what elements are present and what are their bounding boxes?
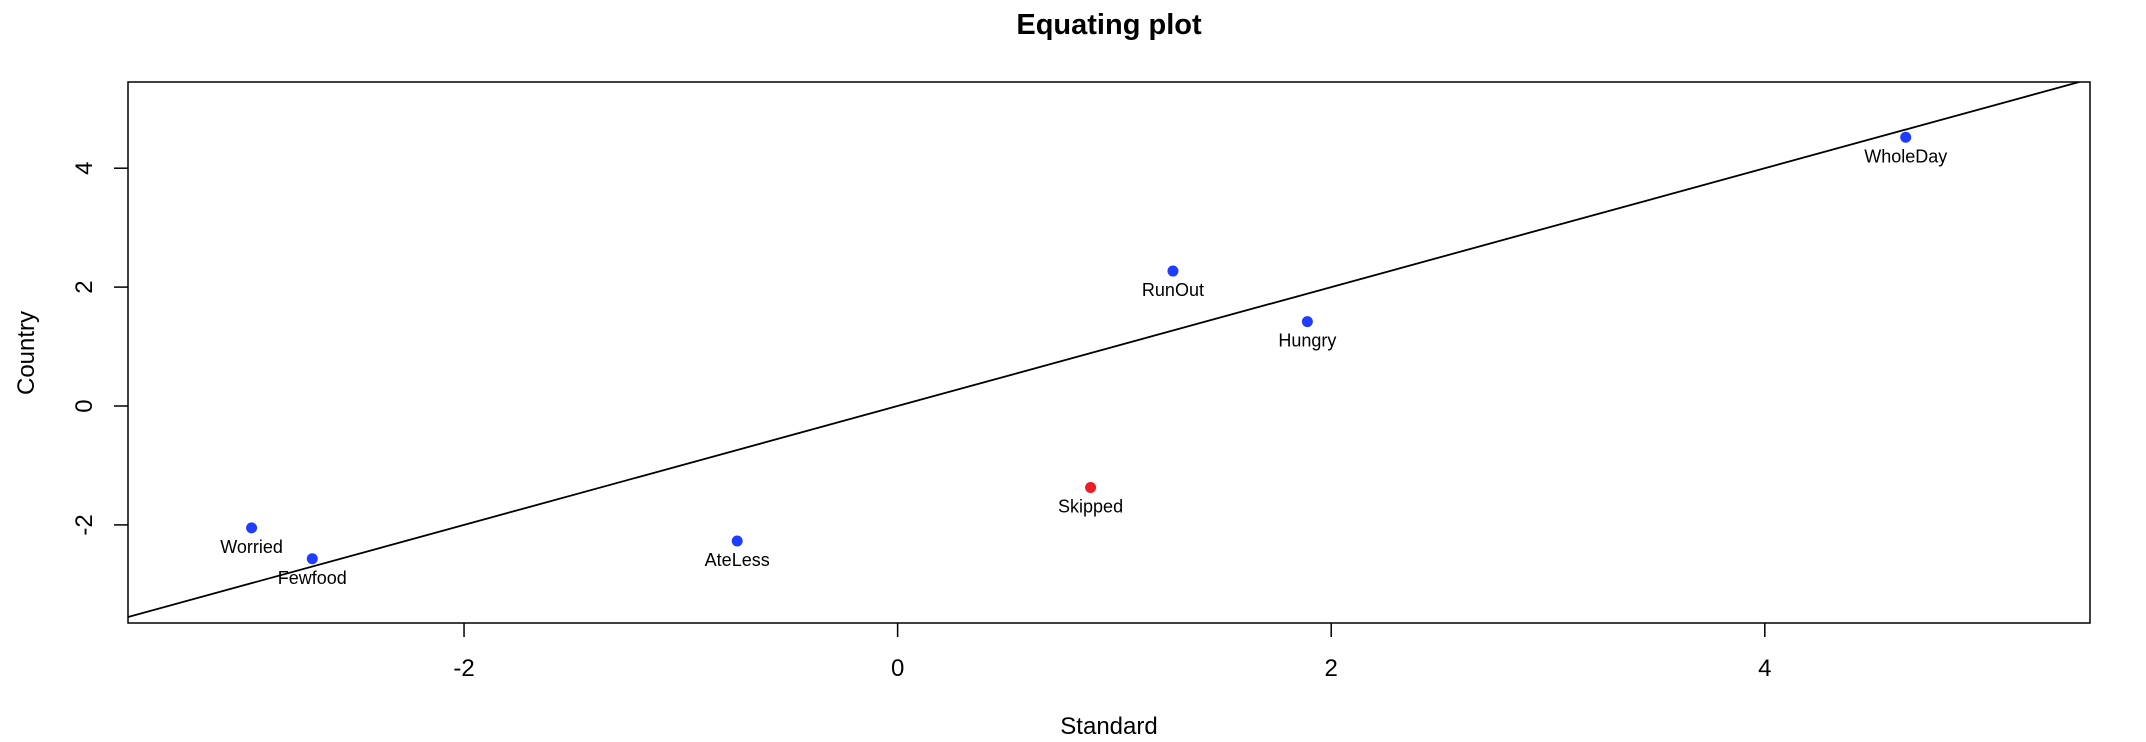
- point-series: Worried Fewfood AteLess Skipped RunOut Hungry…: [220, 131, 1947, 588]
- x-axis: -2 0 2 4: [453, 623, 1771, 682]
- y-axis: -2 0 2 4: [71, 162, 128, 536]
- data-point-ateless: [731, 535, 743, 547]
- y-tick-label: -2: [71, 514, 98, 535]
- data-point-skipped: [1085, 481, 1097, 493]
- point-label-skipped: Skipped: [1058, 496, 1123, 516]
- x-tick-label: 0: [891, 655, 904, 682]
- x-axis-label: Standard: [1060, 713, 1157, 740]
- plot-frame: [127, 81, 2091, 624]
- point-label-runout: RunOut: [1142, 280, 1204, 300]
- y-axis-label: Country: [13, 311, 40, 395]
- x-tick-label: -2: [453, 655, 474, 682]
- y-tick-label: 4: [71, 162, 98, 175]
- y-tick-label: 2: [71, 280, 98, 293]
- point-label-hungry: Hungry: [1278, 331, 1336, 351]
- point-label-ateless: AteLess: [705, 550, 770, 570]
- data-point-fewfood: [306, 553, 318, 565]
- data-point-hungry: [1301, 316, 1313, 328]
- x-tick-label: 2: [1325, 655, 1338, 682]
- x-tick-label: 4: [1758, 655, 1771, 682]
- data-point-wholeday: [1900, 131, 1912, 143]
- chart-title: Equating plot: [1016, 9, 1202, 41]
- identity-reference-line: [128, 82, 2083, 618]
- data-point-worried: [246, 522, 258, 534]
- point-label-fewfood: Fewfood: [278, 568, 347, 588]
- point-label-wholeday: WholeDay: [1864, 146, 1947, 166]
- data-point-runout: [1167, 265, 1179, 277]
- point-label-worried: Worried: [220, 537, 283, 557]
- y-tick-label: 0: [71, 399, 98, 412]
